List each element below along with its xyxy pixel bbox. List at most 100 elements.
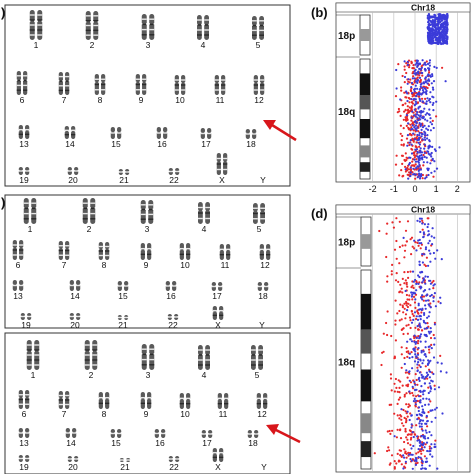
data-point — [419, 420, 422, 423]
chromosome-label: 7 — [62, 260, 67, 270]
chromosome-22 — [168, 456, 174, 462]
data-point — [401, 277, 404, 280]
data-point — [416, 461, 419, 464]
data-point — [420, 132, 423, 135]
chromosome-16 — [156, 127, 162, 139]
data-point — [422, 359, 425, 362]
data-point — [430, 347, 433, 350]
data-point — [390, 454, 394, 457]
data-point — [431, 86, 434, 89]
data-point — [422, 290, 425, 293]
chromosome-label: 1 — [28, 224, 33, 234]
data-point — [404, 430, 407, 433]
data-point — [403, 75, 407, 79]
data-point — [400, 143, 403, 146]
chromosome-5 — [258, 16, 265, 40]
data-point — [420, 443, 423, 446]
chromosome-14 — [75, 280, 81, 291]
data-point — [422, 350, 425, 353]
data-point — [426, 373, 430, 376]
data-point — [419, 314, 422, 317]
data-point — [415, 113, 419, 116]
data-point — [446, 29, 449, 32]
data-point — [421, 464, 424, 467]
data-point — [405, 452, 408, 455]
chromosome-14 — [64, 126, 70, 139]
chromosome-4 — [197, 345, 204, 370]
data-point — [407, 323, 410, 326]
data-point — [430, 235, 433, 238]
data-point — [394, 319, 397, 322]
x-tick-label: 1 — [434, 184, 439, 194]
data-point — [411, 356, 414, 359]
data-point — [412, 94, 416, 97]
data-point — [432, 88, 435, 91]
data-point — [430, 35, 433, 39]
data-point — [397, 63, 400, 66]
chromosome-label: 20 — [70, 320, 80, 330]
data-point — [399, 114, 402, 117]
chromosome-6 — [18, 240, 24, 260]
chromosome-18 — [257, 282, 263, 291]
data-point — [410, 147, 413, 151]
chromosome-17 — [217, 282, 223, 291]
data-point — [423, 377, 426, 380]
chromosome-label: 9 — [139, 95, 144, 105]
data-point — [407, 122, 410, 125]
data-point — [425, 294, 428, 297]
data-point — [400, 328, 403, 331]
data-point — [428, 249, 431, 252]
data-point — [420, 128, 423, 131]
data-point — [409, 171, 412, 174]
data-point — [419, 118, 422, 121]
data-point — [428, 40, 431, 43]
data-point — [403, 395, 406, 398]
data-point — [404, 279, 407, 282]
data-point — [418, 143, 421, 146]
data-point — [437, 300, 440, 303]
data-point — [412, 295, 416, 298]
chromosome-label: 15 — [111, 438, 121, 448]
data-point — [418, 76, 422, 79]
data-point — [421, 408, 424, 411]
data-point — [437, 39, 440, 43]
data-point — [416, 78, 419, 81]
data-point — [425, 397, 428, 400]
data-point — [427, 345, 430, 348]
data-point — [404, 460, 407, 463]
data-point — [436, 249, 439, 252]
data-point — [418, 337, 421, 340]
chromosome-22 — [174, 168, 180, 175]
data-point — [445, 38, 448, 42]
data-point — [413, 98, 416, 101]
data-point — [413, 311, 417, 314]
data-point — [420, 296, 423, 299]
data-point — [417, 138, 420, 141]
data-point — [402, 127, 405, 130]
data-point — [403, 307, 406, 310]
chromosome-6 — [18, 390, 24, 409]
data-point — [422, 319, 425, 322]
data-point — [398, 319, 401, 322]
data-point — [411, 270, 415, 273]
chromosome-11 — [225, 244, 231, 260]
data-point — [427, 20, 430, 23]
data-point — [418, 275, 421, 279]
chromosome-6 — [22, 71, 28, 95]
data-point — [408, 392, 412, 395]
data-point — [386, 275, 389, 278]
data-point — [397, 459, 401, 462]
data-point — [401, 162, 404, 165]
data-point — [444, 80, 447, 83]
chromosome-label: 6 — [16, 260, 21, 270]
data-point — [420, 329, 424, 332]
data-point — [413, 156, 416, 159]
chromosome-12 — [256, 393, 262, 409]
data-point — [412, 152, 415, 155]
data-point — [418, 422, 421, 425]
data-point — [408, 379, 411, 382]
data-point — [424, 69, 427, 72]
data-point — [399, 98, 402, 101]
data-point — [427, 386, 430, 389]
chromosome-17 — [211, 282, 217, 291]
